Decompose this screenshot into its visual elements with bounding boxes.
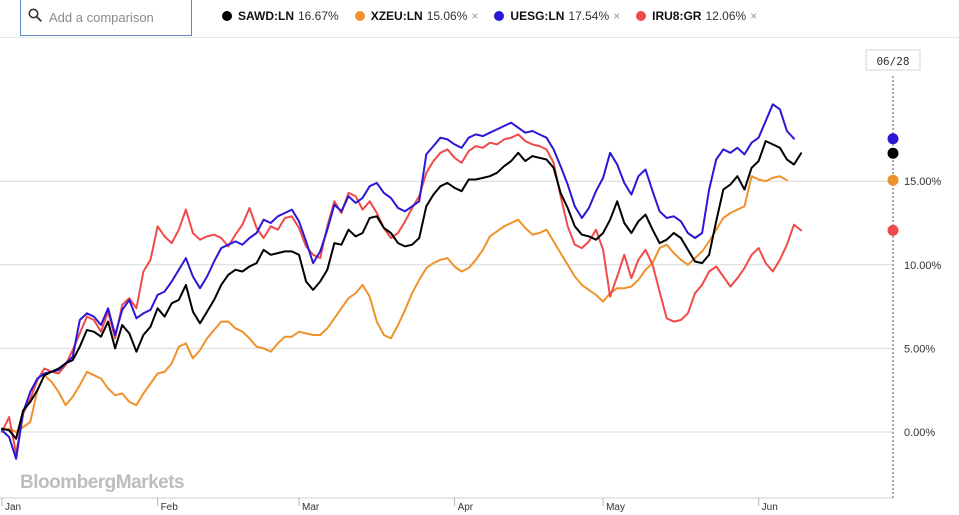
legend-item-iru8-gr[interactable]: IRU8:GR 12.06% × [636, 9, 757, 23]
series-line-sawd-ln[interactable] [1, 140, 803, 440]
series-legend: SAWD:LN 16.67% XZEU:LN 15.06% × UESG:LN 17.54%… [222, 9, 773, 23]
search-input[interactable] [49, 7, 187, 27]
comparison-line-chart[interactable]: 0.00% 5.00% 10.00% 15.00% BloombergMarkets Ja… [0, 38, 959, 515]
remove-series-icon[interactable]: × [471, 9, 479, 23]
legend-ticker: UESG:LN [510, 9, 565, 23]
series-end-marker[interactable] [887, 224, 899, 236]
y-tick-label: 5.00% [904, 343, 935, 355]
bloomberg-watermark: BloombergMarkets [20, 472, 184, 493]
x-month-label: Apr [458, 502, 474, 513]
legend-percent-change: 17.54% [568, 9, 610, 23]
search-icon [28, 8, 42, 22]
y-tick-label: 0.00% [904, 427, 935, 439]
legend-color-dot [494, 11, 505, 21]
comparison-search-box[interactable] [20, 0, 192, 36]
legend-color-dot [636, 11, 647, 21]
x-month-label: May [606, 502, 625, 513]
x-month-label: Mar [302, 502, 320, 513]
legend-color-dot [222, 11, 232, 21]
cursor-date-badge [865, 49, 921, 71]
x-month-label: Jun [762, 502, 778, 513]
cursor-date-label: 06/28 [876, 55, 909, 68]
legend-percent-change: 12.06% [705, 9, 747, 23]
x-month-label: Jan [5, 502, 21, 513]
legend-ticker: SAWD:LN [238, 9, 294, 23]
comparison-toolbar: SAWD:LN16.67%XZEU:LN15.06%×UESG:LN17.54%… [0, 0, 959, 38]
legend-item-sawd-ln[interactable]: SAWD:LN 16.67% [222, 9, 339, 23]
legend-percent-change: 15.06% [426, 9, 468, 23]
legend-ticker: XZEU:LN [370, 9, 423, 23]
legend-percent-change: 16.67% [298, 9, 339, 23]
remove-series-icon[interactable]: × [613, 9, 621, 23]
remove-series-icon[interactable]: × [750, 9, 758, 23]
series-end-marker[interactable] [887, 133, 899, 145]
series-end-marker[interactable] [887, 147, 899, 159]
y-tick-label: 15.00% [904, 176, 942, 188]
legend-item-xzeu-ln[interactable]: XZEU:LN 15.06% × [354, 9, 479, 23]
series-end-marker[interactable] [887, 174, 899, 186]
legend-item-uesg-ln[interactable]: UESG:LN 17.54% × [494, 9, 620, 23]
series-line-xzeu-ln[interactable] [1, 175, 788, 433]
y-tick-label: 10.00% [904, 260, 942, 272]
toolbar-divider [0, 37, 959, 38]
series-line-uesg-ln[interactable] [1, 103, 795, 460]
legend-color-dot [354, 11, 365, 21]
series-line-iru8-gr[interactable] [1, 133, 803, 455]
x-month-label: Feb [161, 502, 179, 513]
legend-ticker: IRU8:GR [652, 9, 702, 23]
